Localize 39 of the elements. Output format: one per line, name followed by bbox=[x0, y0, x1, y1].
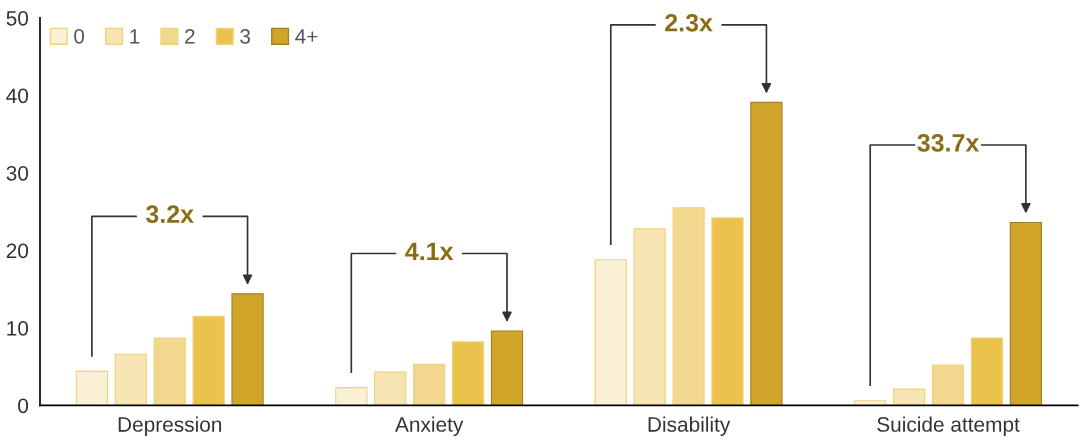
legend-label: 0 bbox=[74, 29, 85, 44]
y-tick-label: 20 bbox=[6, 243, 29, 259]
bar bbox=[490, 330, 524, 406]
bar bbox=[672, 207, 705, 406]
bar bbox=[192, 315, 225, 406]
annotation: 33.7x bbox=[917, 134, 980, 152]
bar bbox=[750, 101, 783, 406]
y-tick-label: 30 bbox=[6, 165, 29, 181]
x-tick-label: Depression bbox=[118, 416, 222, 436]
bar bbox=[892, 388, 926, 406]
y-tick-label: 0 bbox=[18, 398, 29, 414]
x-tick-label: Suicide attempt bbox=[877, 416, 1020, 436]
bar bbox=[633, 228, 666, 406]
bar bbox=[931, 364, 965, 406]
bar bbox=[451, 341, 485, 406]
bar bbox=[335, 387, 368, 406]
y-tick-label: 10 bbox=[7, 320, 29, 336]
bar bbox=[374, 371, 407, 406]
bar bbox=[854, 400, 887, 406]
annotation: 3.2x bbox=[145, 205, 194, 224]
bar bbox=[970, 337, 1004, 406]
annotation: 2.3x bbox=[665, 13, 713, 32]
x-tick-label: Disability bbox=[648, 416, 731, 436]
bar bbox=[594, 259, 627, 406]
annotation: 4.1x bbox=[405, 242, 454, 260]
bar bbox=[114, 353, 147, 406]
legend-label: 2 bbox=[185, 29, 195, 44]
bar bbox=[413, 363, 446, 406]
y-tick-label: 50 bbox=[6, 10, 29, 26]
legend-label: 4+ bbox=[295, 29, 318, 44]
bar bbox=[711, 217, 744, 406]
bar bbox=[1009, 221, 1042, 406]
bar bbox=[75, 370, 109, 406]
legend-label: 1 bbox=[130, 29, 140, 44]
y-tick-label: 40 bbox=[6, 88, 29, 104]
bar bbox=[153, 337, 186, 406]
bar bbox=[231, 293, 264, 406]
legend-label: 3 bbox=[240, 29, 251, 44]
x-tick-label: Anxiety bbox=[395, 416, 464, 436]
